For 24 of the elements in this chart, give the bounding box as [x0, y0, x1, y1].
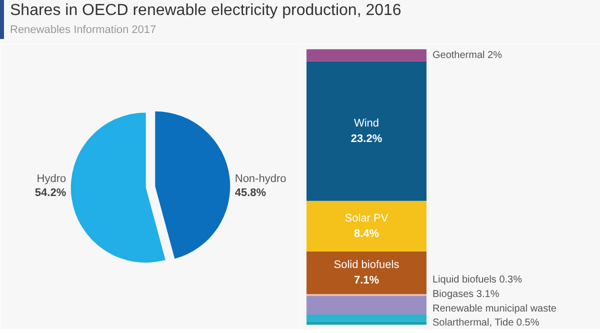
bar — [306, 322, 426, 325]
data-label: 45.8% — [234, 187, 266, 199]
text: Biogases 3.1% — [432, 288, 500, 300]
bar — [306, 61, 426, 201]
data-label: 54.2% — [34, 187, 66, 199]
bar — [306, 200, 426, 252]
text: Geothermal 2% — [432, 50, 502, 61]
series-label: Renewable municipal waste — [432, 303, 557, 314]
series-label: Solid biofuels — [334, 258, 400, 271]
slice-label: Hydro — [36, 173, 66, 186]
slice-label: Non-hydro — [234, 173, 286, 186]
text: Liquid biofuels 0.3% — [432, 274, 522, 286]
chart-subtitle: Renewables Information 2017 — [10, 22, 158, 38]
bar — [306, 251, 426, 294]
series-label: Solar PV — [344, 212, 389, 224]
data-label: 8.4% — [354, 228, 380, 240]
chart-title: Shares in OECD renewable electricity production, 2016 — [10, 2, 402, 19]
bar — [306, 296, 426, 314]
data-label: 23.2% — [350, 132, 382, 145]
text: Solarthermal, Tide 0.5% — [432, 318, 540, 329]
bar — [306, 49, 426, 62]
data-label: 7.1% — [354, 274, 380, 286]
series-label: Wind — [354, 117, 380, 130]
bar — [306, 314, 426, 322]
